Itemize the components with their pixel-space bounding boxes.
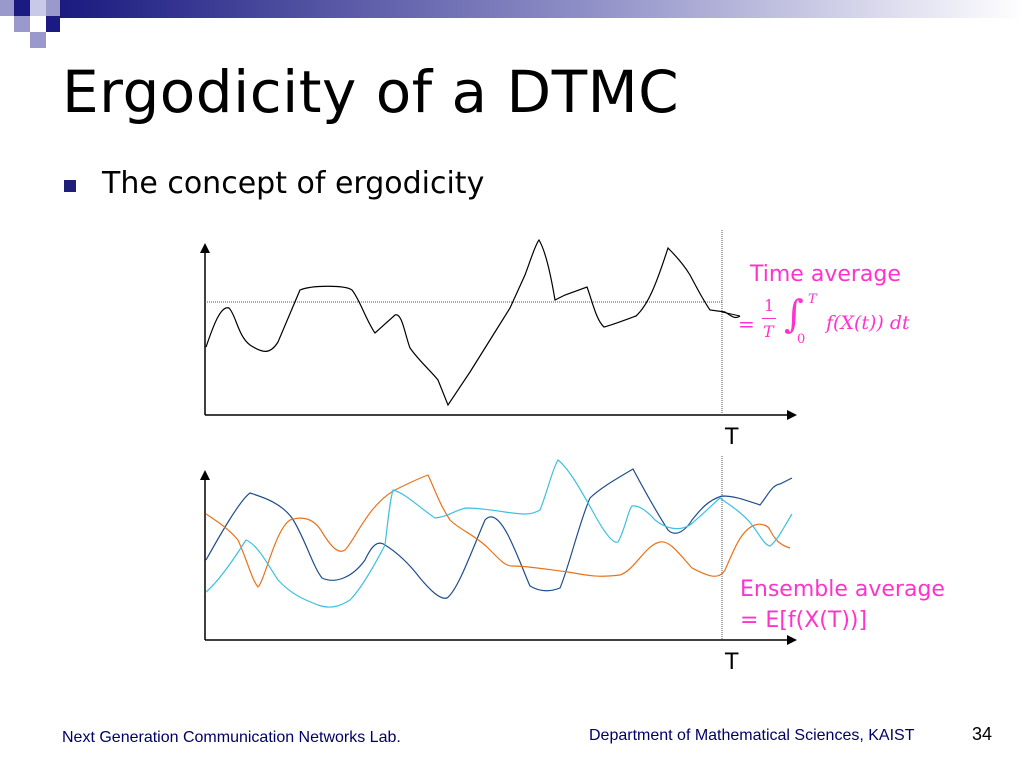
time-average-formula: = 1 T ∫ T 0 f(X(t)) dt xyxy=(738,292,938,352)
formula-numerator: 1 xyxy=(764,296,775,315)
sample-path-orange xyxy=(205,474,791,588)
integral-upper-limit: T xyxy=(808,292,817,307)
square-bullet-icon xyxy=(64,180,76,192)
bullet-text: The concept of ergodicity xyxy=(102,166,485,201)
formula-equals: = xyxy=(738,312,755,336)
footer-lab-name: Next Generation Communication Networks L… xyxy=(62,729,401,746)
sample-path-light xyxy=(205,459,793,608)
top-sample-path xyxy=(205,238,741,407)
formula-integrand: f(X(t)) dt xyxy=(826,312,910,334)
fraction-bar xyxy=(762,318,776,319)
ensemble-average-formula: = E[f(X(T))] xyxy=(740,608,868,633)
integral-lower-limit: 0 xyxy=(797,332,806,347)
page-number: 34 xyxy=(972,724,993,744)
formula-denominator: T xyxy=(763,322,774,341)
footer-department: Department of Mathematical Sciences, KAI… xyxy=(589,727,915,744)
ensemble-average-label: Ensemble average xyxy=(740,577,945,602)
header-decoration xyxy=(0,0,1024,48)
time-average-label: Time average xyxy=(750,262,901,287)
top-time-label: T xyxy=(725,425,739,450)
bottom-time-label: T xyxy=(725,650,739,675)
slide-title: Ergodicity of a DTMC xyxy=(62,58,680,126)
integral-sign-icon: ∫ xyxy=(784,292,804,336)
sample-path-dark xyxy=(205,468,793,599)
formula-connector xyxy=(721,311,741,317)
